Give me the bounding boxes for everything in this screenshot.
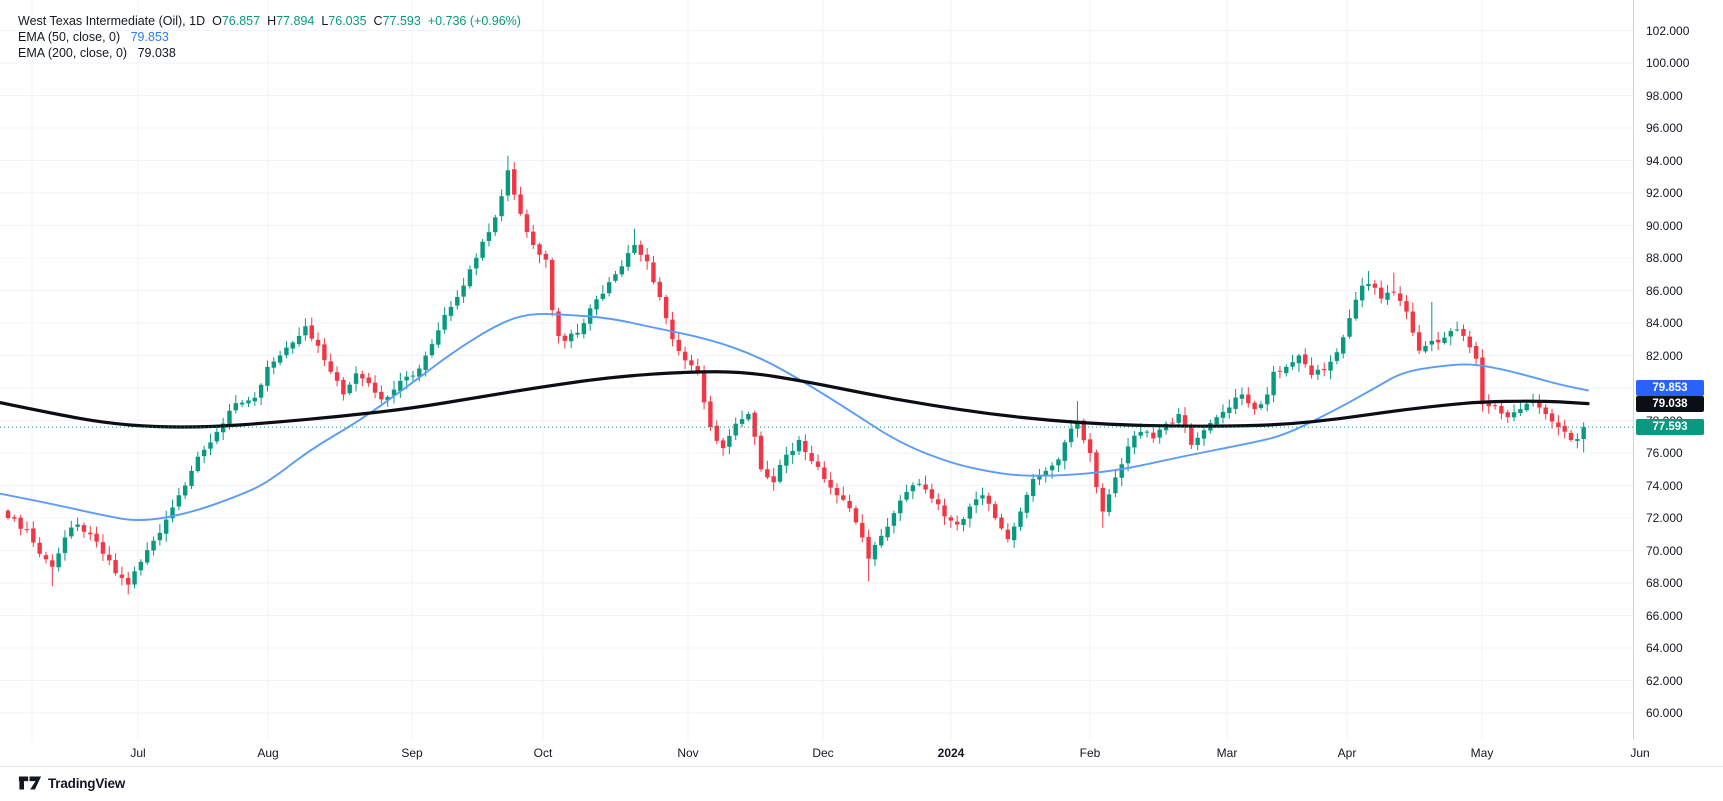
candlestick-series[interactable]	[5, 155, 1586, 595]
price-axis-label: 88.000	[1646, 251, 1683, 265]
time-axis-label: Dec	[812, 746, 834, 760]
tradingview-attribution[interactable]: TradingView	[18, 775, 125, 791]
time-axis-label: Jun	[1630, 746, 1650, 760]
price-axis[interactable]: 102.000 100.000 98.000 96.000 94.000 92.000 90…	[1633, 0, 1723, 740]
legend-ema200-row[interactable]: EMA (200, close, 0) 79.038	[18, 46, 521, 61]
ohlc-key: C	[373, 14, 383, 28]
price-axis-label: 100.000	[1646, 56, 1690, 70]
price-axis-label: 72.000	[1646, 511, 1683, 525]
chart-legend: West Texas Intermediate (Oil), 1D O76.857…	[18, 14, 521, 62]
ema200-value: 79.038	[137, 46, 176, 60]
price-axis-label: 64.000	[1646, 641, 1683, 655]
gridlines	[0, 0, 1633, 740]
price-axis-label: 60.000	[1646, 706, 1683, 720]
time-axis-label: Apr	[1337, 746, 1357, 760]
price-axis-label: 90.000	[1646, 218, 1683, 233]
price-axis-label: 68.000	[1646, 576, 1683, 590]
price-axis-label: 92.000	[1646, 186, 1683, 200]
price-axis-label: 66.000	[1646, 608, 1683, 623]
time-axis-label: Feb	[1079, 746, 1101, 760]
ohlc-key: L	[321, 14, 329, 28]
ohlc-key: H	[267, 14, 277, 28]
tradingview-logo-text: TradingView	[48, 775, 126, 791]
price-axis-label: 86.000	[1646, 283, 1683, 298]
time-axis-label: 2024	[937, 746, 965, 760]
price-axis-label: 76.000	[1646, 446, 1683, 460]
time-axis-label: Aug	[257, 746, 279, 760]
symbol-title: West Texas Intermediate (Oil), 1D	[18, 14, 206, 28]
price-axis-label: 82.000	[1646, 348, 1683, 363]
price-axis-label: 84.000	[1646, 316, 1683, 330]
time-axis[interactable]: Jul Aug Sep Oct Nov Dec 2024 Feb Mar Apr May Jun	[0, 740, 1723, 766]
ema50-label: EMA (50, close, 0)	[18, 30, 121, 44]
ema200-label: EMA (200, close, 0)	[18, 46, 128, 60]
ema50-price-badge: 79.853	[1636, 380, 1704, 396]
price-axis-label: 98.000	[1646, 88, 1683, 103]
ema200-line[interactable]	[0, 370, 1590, 429]
time-axis-label: Nov	[677, 746, 699, 760]
price-axis-label: 70.000	[1646, 543, 1683, 558]
legend-ema50-row[interactable]: EMA (50, close, 0) 79.853	[18, 30, 521, 45]
time-axis-label: Jul	[130, 746, 146, 760]
change-value: +0.736 (+0.96%)	[427, 14, 521, 28]
price-axis-label: 102.000	[1646, 23, 1690, 38]
ohlc-value: 76.857	[221, 14, 261, 28]
ohlc-value: 76.035	[328, 14, 367, 28]
tradingview-logo-icon	[18, 776, 42, 790]
ohlc-value: 77.593	[382, 14, 421, 28]
ema200-price-badge: 79.038	[1636, 396, 1704, 412]
close-price-badge: 77.593	[1636, 419, 1704, 436]
price-axis-label: 74.000	[1646, 478, 1683, 493]
price-axis-label: 94.000	[1646, 153, 1683, 168]
ema50-line[interactable]	[0, 312, 1589, 521]
price-axis-label: 62.000	[1646, 673, 1683, 688]
price-axis-label: 96.000	[1646, 121, 1683, 135]
time-axis-label: Oct	[533, 746, 553, 760]
ohlc-key: O	[212, 14, 222, 28]
ohlc-value: 77.894	[276, 14, 315, 28]
ema50-value: 79.853	[130, 30, 169, 44]
time-axis-label: May	[1470, 746, 1494, 760]
legend-symbol-row[interactable]: West Texas Intermediate (Oil), 1D O76.857…	[18, 14, 521, 29]
time-axis-label: Mar	[1216, 746, 1238, 760]
time-axis-label: Sep	[401, 746, 423, 760]
